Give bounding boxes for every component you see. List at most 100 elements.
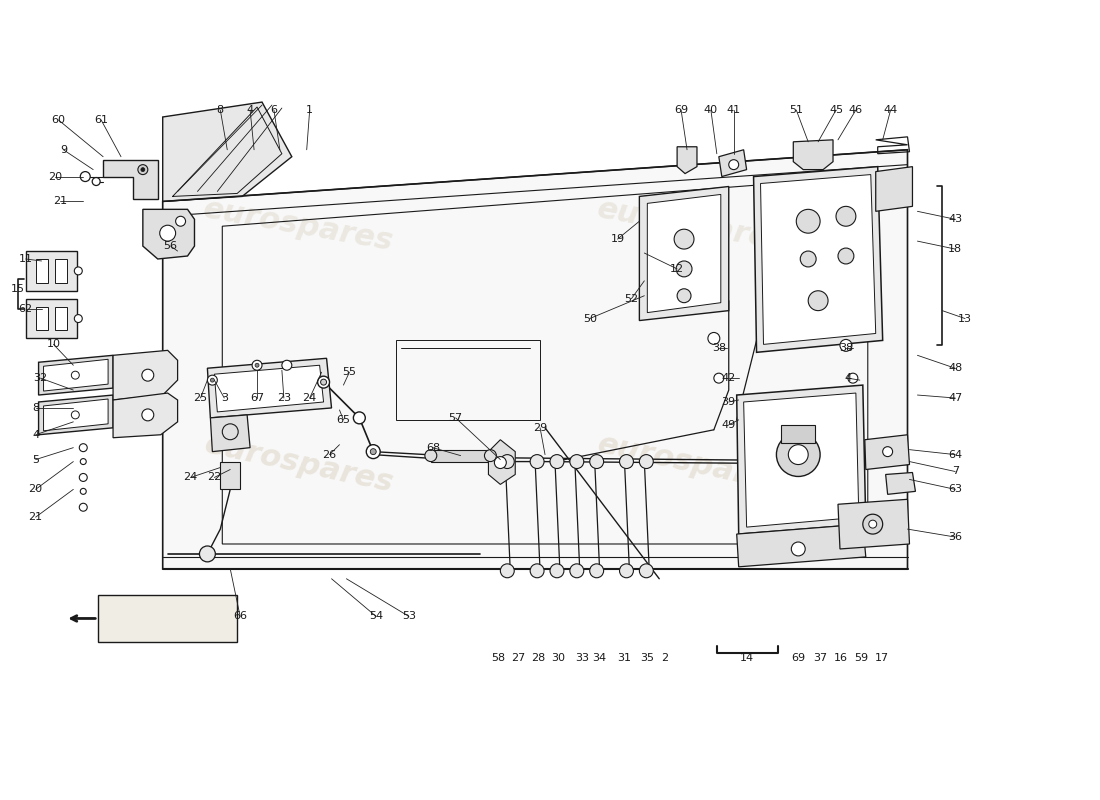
Polygon shape [678,146,697,174]
Text: eurospares: eurospares [595,194,790,256]
Text: 38: 38 [712,343,726,354]
Circle shape [678,289,691,302]
Text: 20: 20 [48,171,63,182]
Circle shape [79,444,87,452]
Circle shape [320,379,327,385]
Text: 45: 45 [829,105,843,115]
Circle shape [210,378,214,382]
Polygon shape [793,140,833,170]
Circle shape [550,454,564,469]
Text: 59: 59 [854,653,868,663]
Circle shape [777,433,821,477]
Circle shape [789,445,808,465]
Bar [55,306,67,330]
Circle shape [494,457,506,469]
Circle shape [639,454,653,469]
Text: eurospares: eurospares [595,430,790,498]
Circle shape [176,216,186,226]
Circle shape [160,226,176,241]
Circle shape [619,564,634,578]
Text: 24: 24 [184,473,198,482]
Polygon shape [210,415,250,452]
Text: 26: 26 [322,450,337,460]
Circle shape [882,446,892,457]
Polygon shape [44,399,108,430]
Circle shape [590,564,604,578]
Text: 3: 3 [221,393,228,403]
Polygon shape [113,350,177,400]
Circle shape [796,210,821,233]
Circle shape [838,248,854,264]
Text: 54: 54 [370,611,383,622]
Circle shape [619,454,634,469]
Text: 6: 6 [271,105,277,115]
Text: 18: 18 [948,244,962,254]
Text: 51: 51 [790,105,803,115]
Text: 8: 8 [217,105,224,115]
Circle shape [199,546,216,562]
Bar [55,259,67,283]
Text: 53: 53 [402,611,416,622]
Circle shape [282,360,292,370]
Bar [781,425,815,442]
Text: 50: 50 [583,314,596,323]
Text: 67: 67 [250,393,264,403]
Circle shape [75,267,82,275]
Bar [98,594,238,642]
Bar [25,251,77,290]
Polygon shape [44,359,108,391]
Text: 66: 66 [233,611,248,622]
Text: 22: 22 [207,473,221,482]
Text: 36: 36 [948,532,962,542]
Text: eurospares: eurospares [595,430,790,498]
Bar [396,341,540,420]
Polygon shape [163,150,907,569]
Bar [25,298,77,338]
Text: eurospares: eurospares [595,194,790,256]
Polygon shape [754,166,882,352]
Circle shape [80,171,90,182]
Circle shape [72,411,79,419]
Circle shape [500,454,515,469]
Text: 56: 56 [164,241,178,251]
Circle shape [590,454,604,469]
Text: 23: 23 [277,393,290,403]
Polygon shape [865,434,910,470]
Circle shape [353,412,365,424]
Text: 4: 4 [246,105,254,115]
Text: 14: 14 [739,653,754,663]
Polygon shape [488,440,515,485]
Circle shape [530,454,544,469]
Text: 57: 57 [449,413,463,423]
Text: 12: 12 [670,264,684,274]
Polygon shape [39,395,113,434]
Circle shape [500,564,515,578]
Text: 61: 61 [95,115,108,125]
Circle shape [728,160,739,170]
Polygon shape [886,473,915,494]
Circle shape [869,520,877,528]
Circle shape [142,409,154,421]
Circle shape [142,370,154,381]
Text: 37: 37 [813,653,827,663]
Text: 38: 38 [839,343,853,354]
Text: 15: 15 [11,284,24,294]
Circle shape [138,165,147,174]
Polygon shape [718,150,747,177]
Text: 24: 24 [302,393,317,403]
Circle shape [862,514,882,534]
Text: 35: 35 [640,653,654,663]
Text: 69: 69 [791,653,805,663]
Text: 34: 34 [593,653,607,663]
Polygon shape [737,524,866,567]
Circle shape [80,488,86,494]
Circle shape [371,449,376,454]
Text: 1: 1 [306,105,313,115]
Text: 39: 39 [722,397,736,407]
Text: 27: 27 [512,653,526,663]
Text: 49: 49 [722,420,736,430]
Text: 60: 60 [52,115,65,125]
Text: eurospares: eurospares [201,430,396,498]
Text: 29: 29 [532,423,547,433]
Polygon shape [214,366,323,412]
